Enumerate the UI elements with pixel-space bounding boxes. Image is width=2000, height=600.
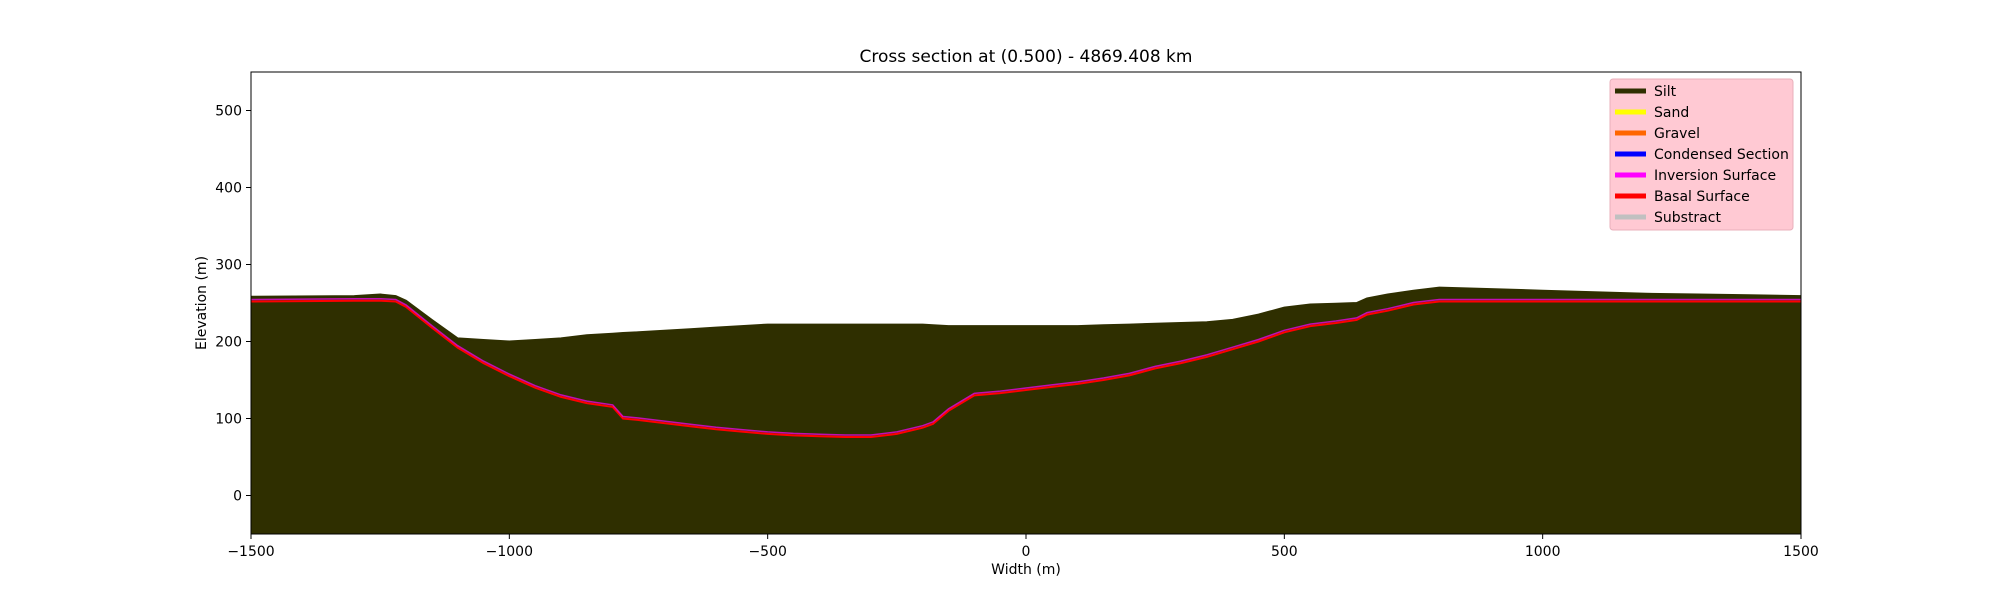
y-tick-label: 400 <box>215 181 242 197</box>
y-tick-label: 500 <box>215 104 242 120</box>
legend-label: Basal Surface <box>1654 189 1750 205</box>
legend-box <box>1609 78 1794 231</box>
y-tick-label: 0 <box>233 489 242 505</box>
y-tick-label: 300 <box>215 258 242 274</box>
y-axis-label: Elevation (m) <box>194 256 210 350</box>
x-tick-label: 0 <box>1022 544 1031 560</box>
layer-fills <box>251 287 1801 534</box>
y-tick-label: 200 <box>215 335 242 351</box>
x-tick-label: 500 <box>1271 544 1298 560</box>
x-tick-label: −500 <box>748 544 786 560</box>
x-tick-label: −1500 <box>227 544 274 560</box>
legend-label: Gravel <box>1654 126 1700 142</box>
inversion-surface-line <box>251 297 1801 436</box>
legend-label: Condensed Section <box>1654 147 1789 163</box>
x-tick-label: −1000 <box>486 544 533 560</box>
chart-title: Cross section at (0.500) - 4869.408 km <box>860 47 1193 67</box>
legend-label: Silt <box>1654 84 1677 100</box>
legend-label: Inversion Surface <box>1654 168 1776 184</box>
basal-surface-line <box>251 299 1801 438</box>
surface-lines <box>251 286 1801 438</box>
layer-silt-9 <box>251 287 1801 534</box>
y-tick-label: 100 <box>215 412 242 428</box>
top-surface-line <box>251 286 1801 343</box>
y-axis: 0 100 200 300 400 500 <box>215 104 251 505</box>
x-axis: −1500 −1000 −500 0 500 1000 1500 <box>227 534 1819 560</box>
legend: Silt Sand Gravel Condensed Section Inversion… <box>1609 78 1794 231</box>
legend-label: Sand <box>1654 105 1689 121</box>
legend-label: Substract <box>1654 210 1721 226</box>
x-axis-label: Width (m) <box>991 562 1061 578</box>
x-tick-label: 1500 <box>1783 544 1819 560</box>
x-tick-label: 1000 <box>1525 544 1561 560</box>
